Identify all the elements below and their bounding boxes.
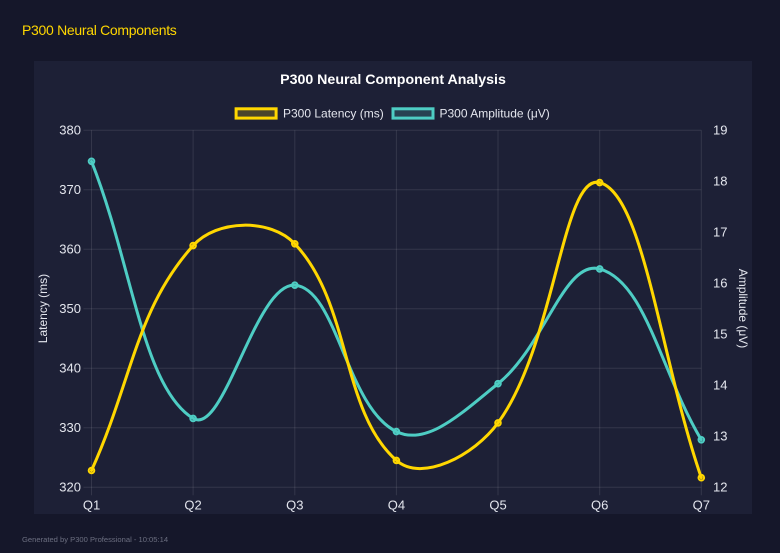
svg-text:13: 13: [713, 429, 727, 444]
svg-text:380: 380: [59, 123, 81, 138]
svg-text:Q5: Q5: [489, 498, 506, 513]
svg-text:Q2: Q2: [184, 498, 201, 513]
svg-text:320: 320: [59, 480, 81, 495]
svg-text:Amplitude (μV): Amplitude (μV): [736, 269, 750, 349]
svg-text:14: 14: [713, 378, 727, 393]
svg-text:18: 18: [713, 174, 727, 189]
svg-text:P300 Latency (ms): P300 Latency (ms): [283, 107, 384, 121]
svg-text:350: 350: [59, 301, 81, 316]
svg-text:Q7: Q7: [693, 498, 710, 513]
svg-text:15: 15: [713, 327, 727, 342]
svg-text:Q3: Q3: [286, 498, 303, 513]
svg-text:Latency (ms): Latency (ms): [36, 274, 50, 343]
svg-text:370: 370: [59, 182, 81, 197]
svg-text:Q6: Q6: [591, 498, 608, 513]
svg-text:Q4: Q4: [388, 498, 405, 513]
svg-text:P300 Neural Component Analysis: P300 Neural Component Analysis: [280, 72, 506, 88]
svg-text:360: 360: [59, 242, 81, 257]
svg-text:330: 330: [59, 420, 81, 435]
svg-text:340: 340: [59, 361, 81, 376]
svg-text:16: 16: [713, 276, 727, 291]
svg-text:19: 19: [713, 123, 727, 138]
svg-text:Q1: Q1: [83, 498, 100, 513]
svg-text:17: 17: [713, 225, 727, 240]
svg-text:12: 12: [713, 480, 727, 495]
svg-text:P300 Amplitude (μV): P300 Amplitude (μV): [440, 107, 550, 121]
